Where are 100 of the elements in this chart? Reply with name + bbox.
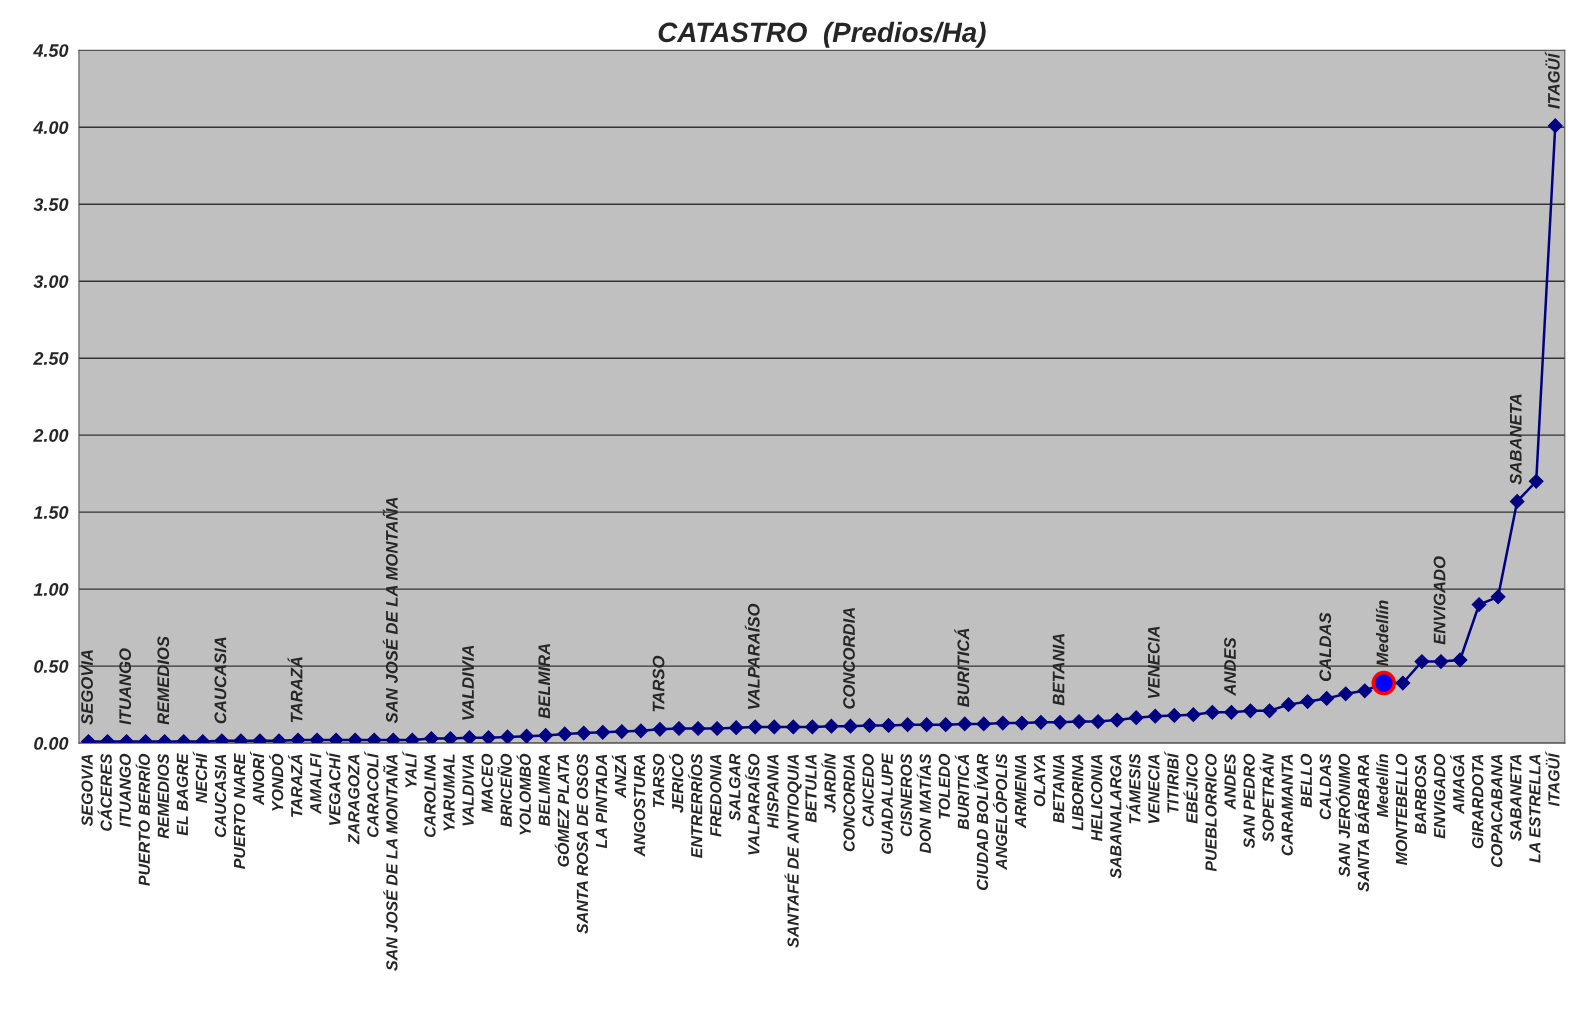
x-tick-label: CISNEROS [900,753,912,837]
y-tick-label: 4.00 [33,121,69,134]
x-tick-label: EL BAGRE [176,753,188,836]
y-tick-label: 0.00 [34,737,69,750]
x-tick-label: BETULIA [805,754,817,823]
annotation: CALDAS [1319,612,1332,681]
annotation: BELMIRA [538,644,550,719]
annotation: VENECIA [1147,626,1160,699]
x-tick-label: SAN JERÓNIMO [1335,753,1351,877]
x-tick-label: ANGELÓPOLIS [992,753,1008,871]
x-tick-label: CALDAS [1319,753,1331,820]
x-tick-label: BURITICÁ [954,754,970,830]
x-tick-label: SEGOVIA [81,754,93,827]
x-tick-label: YALÍ [402,751,417,788]
annotation: BURITICÁ [954,628,970,707]
x-tick-label: SANTA ROSA DE OSOS [576,753,589,934]
x-tick-label: ITAGÜÍ [1545,751,1560,807]
x-tick-label: SAN PEDRO [1243,753,1255,849]
x-tick-label: TÁMESIS [1126,753,1141,824]
x-tick-label: VALDIVIA [462,754,474,826]
x-tick-label: CÁCERES [97,753,112,831]
x-tick-label: ENTRERRÍOS [688,753,703,858]
x-tick-label: NECHÍ [192,751,208,803]
x-tick-label: GUADALUPE [881,753,893,854]
x-tick-label: ANDES [1224,753,1236,810]
y-tick-label: 1.50 [33,506,69,519]
x-tick-label: ITUANGO [119,753,131,827]
chart-title: CATASTRO (Predios/Ha) [658,21,986,48]
x-tick-label: PUERTO NARE [233,753,246,869]
x-tick-label: YARUMAL [443,754,455,831]
x-tick-label: BELMIRA [538,754,550,827]
y-tick-label: 0.50 [34,660,69,673]
x-tick-label: CONCORDIA [843,754,855,852]
annotation: SEGOVIA [81,650,93,725]
annotation: TARAZÁ [287,657,303,723]
x-tick-label: HELICONIA [1091,754,1103,842]
annotation: ITAGÜÍ [1544,51,1560,109]
x-tick-label: BELLO [1300,753,1312,808]
x-tick-label: CARACOLÍ [364,751,379,838]
x-tick-label: Medellín [1376,754,1389,818]
x-tick-label: ANZÁ [611,754,626,799]
x-tick-label: TOLEDO [938,753,950,819]
x-tick-label: OLAYA [1033,754,1046,807]
x-tick-label: ARMENIA [1015,754,1027,829]
x-tick-label: AMAGÁ [1450,754,1465,815]
x-tick-label: BETANIA [1053,754,1065,824]
annotation: CONCORDIA [843,607,855,709]
x-tick-label: CIUDAD BOLÍVAR [973,753,989,891]
x-tick-label: VEGACHÍ [326,751,341,825]
x-tick-label: TARAZÁ [288,754,303,817]
x-tick-label: TARSO [652,753,665,808]
x-tick-label: SANTA BÁRBARA [1354,754,1370,892]
annotation: ENVIGADO [1433,556,1446,645]
x-tick-label: SAN JOSÉ DE LA MONTAÑA [383,754,398,971]
x-tick-label: PUERTO BERRÍO [135,753,150,886]
x-tick-label: SABANETA [1510,754,1522,841]
annotation: VALDIVIA [462,645,474,720]
x-tick-label: ANGOSTURA [633,754,646,857]
y-tick-label: 3.00 [33,275,69,288]
x-tick-label: ENVIGADO [1433,753,1446,839]
annotation: ITUANGO [119,648,132,725]
x-tick-label: SALGAR [729,753,741,821]
x-tick-label: TITIRIBÍ [1164,751,1179,813]
x-tick-label: BRICEÑO [497,753,512,827]
x-tick-label: CAROLINA [424,754,436,838]
x-tick-label: FREDONIA [710,754,722,837]
x-tick-label: SOPETRÁN [1259,753,1274,843]
x-tick-label: JARDÍN [821,753,836,813]
x-tick-label: MONTEBELLO [1395,753,1408,866]
x-tick-label: LA PINTADA [595,754,607,849]
y-tick-label: 2.50 [33,352,69,365]
x-tick-label: DON MATÍAS [916,753,931,854]
x-tick-label: SABANALARGA [1110,754,1122,879]
annotation: Medellín [1375,600,1389,667]
x-tick-label: YONDÓ [269,753,284,811]
x-tick-label: EBÉJICO [1183,753,1198,824]
x-tick-label: MACEO [481,753,493,813]
y-tick-label: 1.00 [33,583,69,596]
x-tick-label: BARBOSA [1414,754,1427,835]
x-tick-label: CAICEDO [862,753,874,827]
annotation: TARSO [652,655,665,712]
x-tick-label: LA ESTRELLA [1529,754,1541,863]
annotation: SABANETA [1509,394,1522,485]
x-tick-label: REMEDIOS [157,753,169,839]
x-tick-label: LIBORINA [1072,754,1084,831]
x-tick-label: HISPANIA [767,754,779,829]
annotation: ANDES [1224,637,1236,696]
annotation: BETANIA [1052,634,1065,706]
x-tick-label: CARAMANTA [1281,754,1293,856]
x-tick-label: AMALFI [310,753,322,815]
x-tick-label: GIRARDOTA [1472,754,1484,849]
x-tick-label: ZARAGOZA [348,754,360,845]
x-tick-label: COPACABANA [1491,754,1503,867]
x-tick-label: VENECIA [1148,754,1160,824]
x-tick-label: SANTAFÉ DE ANTIOQUIA [784,754,802,948]
y-tick-label: 3.50 [33,198,69,211]
annotation: VALPARAÍSO [744,603,760,709]
x-tick-label: YOLOMBÓ [516,753,531,835]
x-tick-label: JERICÓ [669,753,684,813]
x-tick-label: GÓMEZ PLATA [554,754,569,867]
